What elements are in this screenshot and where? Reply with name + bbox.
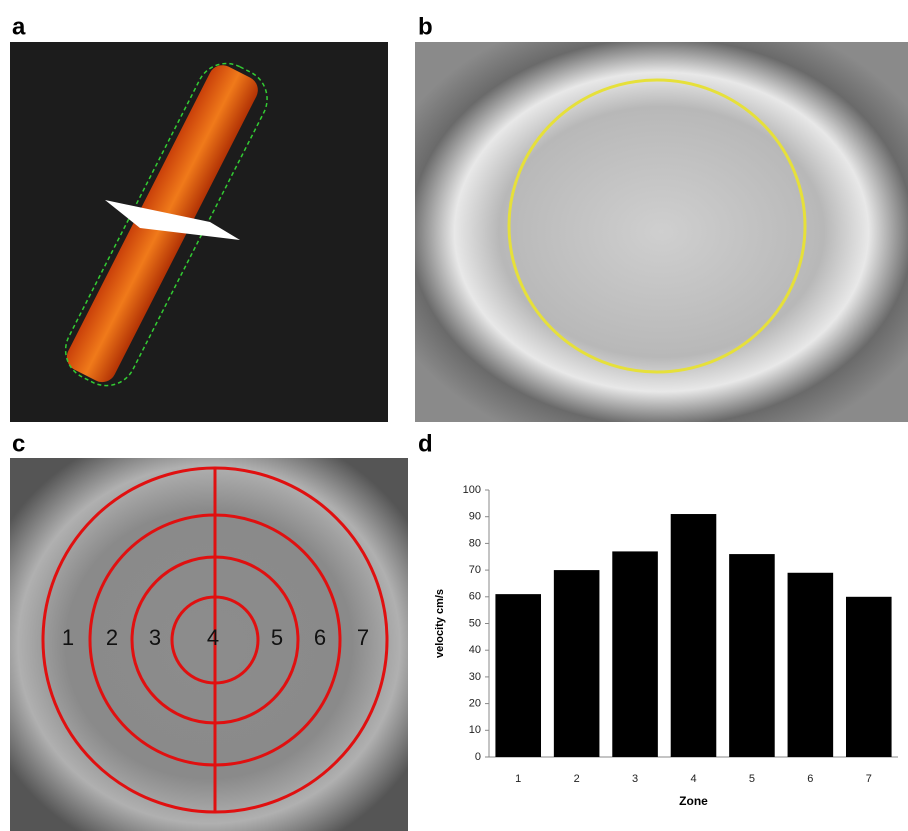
panel-label: a — [12, 13, 26, 40]
y-tick-label: 0 — [475, 751, 481, 763]
panel-label: d — [418, 430, 433, 457]
panel-label: c — [12, 430, 25, 457]
y-axis-label: velocity cm/s — [434, 589, 446, 658]
bar — [788, 573, 834, 757]
y-tick-label: 30 — [469, 671, 481, 683]
bar — [554, 570, 600, 757]
y-tick-label: 80 — [469, 537, 481, 549]
y-tick-label: 100 — [463, 484, 481, 496]
y-tick-label: 40 — [469, 644, 481, 656]
x-tick-label: 7 — [866, 773, 872, 785]
zone-label: 5 — [271, 625, 283, 650]
y-tick-label: 90 — [469, 511, 481, 523]
zone-label: 1 — [62, 625, 74, 650]
zone-label: 2 — [106, 625, 118, 650]
bar — [612, 551, 658, 757]
panel-label: b — [418, 13, 433, 40]
figure: a b c d 12345670102030405060708090100123… — [0, 0, 908, 831]
y-tick-label: 60 — [469, 591, 481, 603]
y-tick-label: 50 — [469, 617, 481, 629]
x-axis-label: Zone — [679, 794, 708, 808]
bar — [495, 594, 541, 757]
y-tick-label: 70 — [469, 564, 481, 576]
x-tick-label: 1 — [515, 773, 521, 785]
bar — [671, 514, 717, 757]
zone-label: 3 — [149, 625, 161, 650]
x-tick-label: 3 — [632, 773, 638, 785]
x-tick-label: 2 — [574, 773, 580, 785]
bar — [846, 597, 892, 757]
x-tick-label: 5 — [749, 773, 755, 785]
x-tick-label: 4 — [690, 773, 696, 785]
y-tick-label: 20 — [469, 698, 481, 710]
zone-label: 6 — [314, 625, 326, 650]
y-tick-label: 10 — [469, 724, 481, 736]
zone-label: 4 — [207, 625, 219, 650]
zone-label: 7 — [357, 625, 369, 650]
panel-b-image — [415, 42, 908, 422]
bar — [729, 554, 775, 757]
x-tick-label: 6 — [807, 773, 813, 785]
